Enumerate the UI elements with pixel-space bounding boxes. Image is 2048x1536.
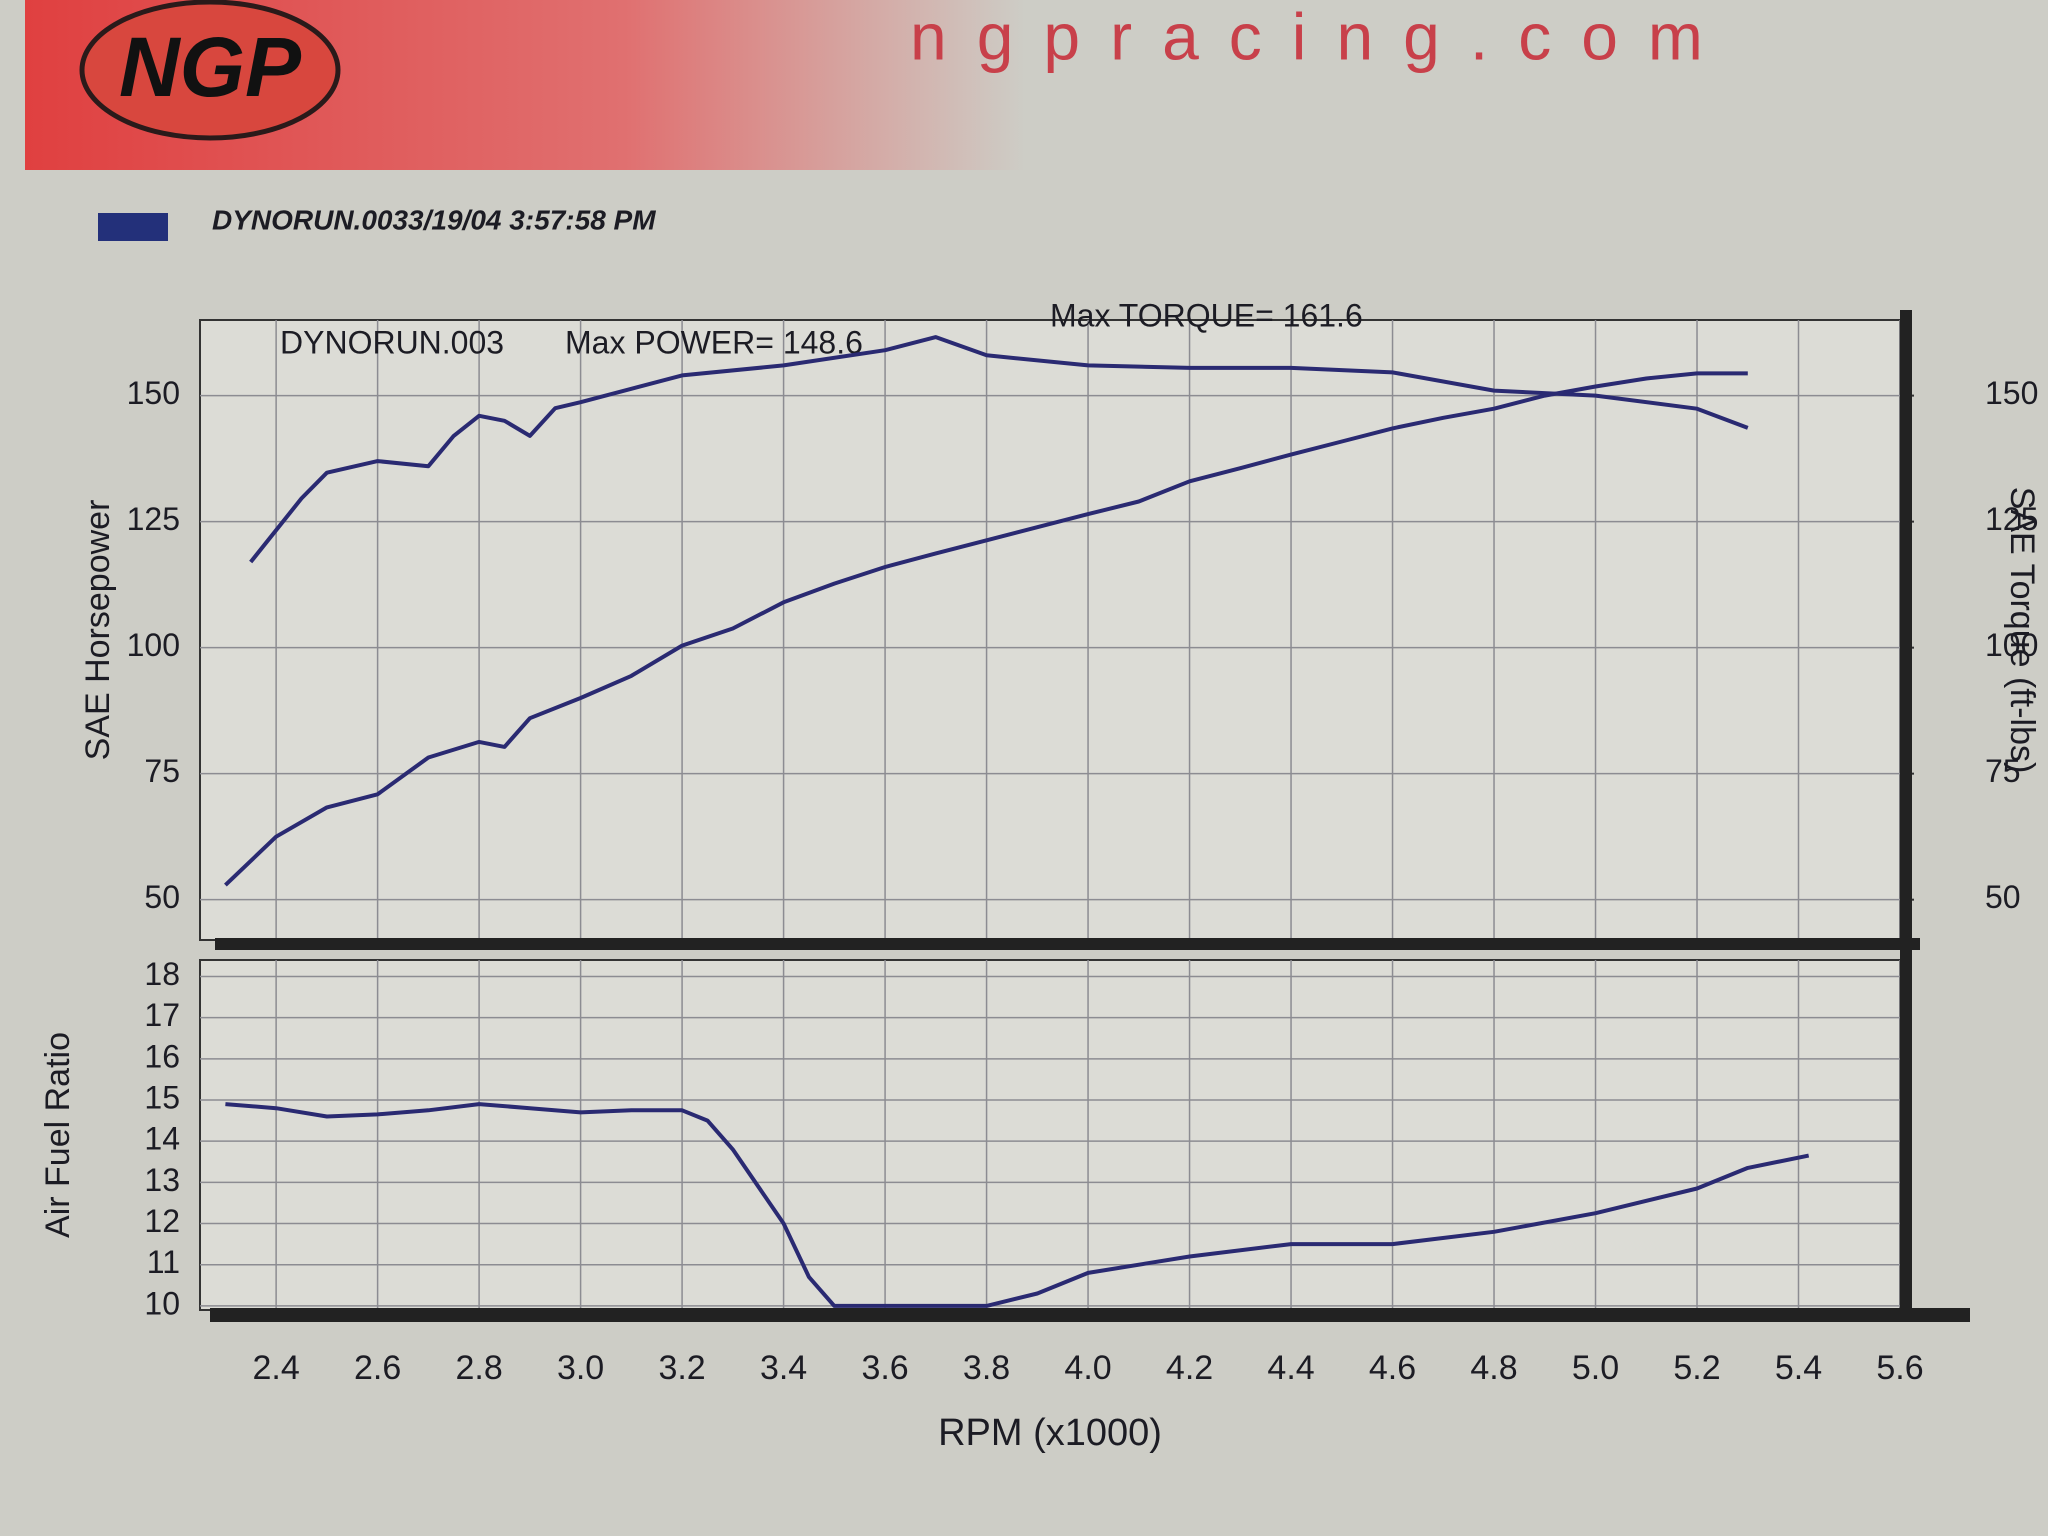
frame-bottom	[210, 1308, 1970, 1322]
logo-badge	[79, 0, 341, 141]
y-tick-label: 75	[144, 753, 180, 789]
annotation: Max TORQUE= 161.6	[1050, 297, 1363, 333]
y-tick-label: 10	[144, 1285, 180, 1321]
plots: 50 75 100 125 150 50 75 100 125 150 SAE Horsepower…	[39, 297, 2041, 1454]
y-tick-label: 11	[147, 1244, 180, 1280]
x-tick-label: 5.6	[1876, 1349, 1923, 1387]
x-tick-label: 3.6	[861, 1349, 908, 1387]
data-line	[224, 371, 1748, 887]
y-tick-label: 14	[144, 1121, 180, 1157]
y-axis-label: SAE Horsepower	[79, 500, 117, 761]
x-tick-label: 5.2	[1673, 1349, 1720, 1387]
x-tick-label: 5.0	[1572, 1349, 1619, 1387]
x-tick-label: 2.6	[354, 1349, 401, 1387]
y-tick-label: 13	[144, 1162, 180, 1198]
y2-tick-label: 125	[1985, 501, 2038, 537]
y2-tick-label: 75	[1985, 753, 2021, 789]
y-axis-label: Air Fuel Ratio	[39, 1032, 77, 1238]
divider	[215, 938, 1920, 950]
y-tick-label: 18	[144, 956, 180, 992]
x-tick-label: 4.0	[1064, 1349, 1111, 1387]
y-tick-label: 16	[144, 1038, 180, 1074]
x-tick-label: 2.8	[455, 1349, 502, 1387]
y-tick-label: 17	[144, 997, 180, 1033]
logo: NGP	[119, 20, 302, 114]
x-tick-label: 3.2	[658, 1349, 705, 1387]
x-tick-label: 3.0	[557, 1349, 604, 1387]
x-tick-label: 2.4	[252, 1349, 299, 1387]
site-name: ngpracing.com	[910, 0, 1733, 73]
plot-area	[199, 959, 1901, 1311]
y2-axis-label: SAE Torque (ft-lbs)	[2003, 487, 2041, 774]
x-tick-label: 4.2	[1166, 1349, 1213, 1387]
data-line	[249, 335, 1749, 564]
x-tick-label: 5.4	[1775, 1349, 1822, 1387]
x-tick-label: 4.4	[1267, 1349, 1314, 1387]
y-tick-label: 50	[144, 879, 180, 915]
x-tick-label: 3.4	[760, 1349, 807, 1387]
legend-swatch	[98, 213, 168, 241]
y2-tick-label: 150	[1985, 375, 2038, 411]
x-tick-label: 3.8	[963, 1349, 1010, 1387]
y-tick-label: 100	[127, 627, 180, 663]
plot-area	[199, 319, 1901, 941]
y2-tick-label: 50	[1985, 879, 2021, 915]
y-tick-label: 15	[144, 1079, 180, 1115]
x-axis-label: RPM (x1000)	[938, 1412, 1162, 1454]
x-tick-label: 4.8	[1470, 1349, 1517, 1387]
data-line	[225, 1102, 1810, 1308]
frame-right	[1900, 310, 1912, 1310]
annotation: Max POWER= 148.6	[565, 324, 863, 360]
y-tick-label: 150	[127, 375, 180, 411]
y2-tick-label: 100	[1985, 627, 2038, 663]
annotation: DYNORUN.003	[280, 324, 504, 360]
y-tick-label: 12	[144, 1203, 180, 1239]
y-tick-label: 125	[127, 501, 180, 537]
x-tick-label: 4.6	[1369, 1349, 1416, 1387]
legend-label: DYNORUN.0033/19/04 3:57:58 PM	[212, 204, 656, 235]
